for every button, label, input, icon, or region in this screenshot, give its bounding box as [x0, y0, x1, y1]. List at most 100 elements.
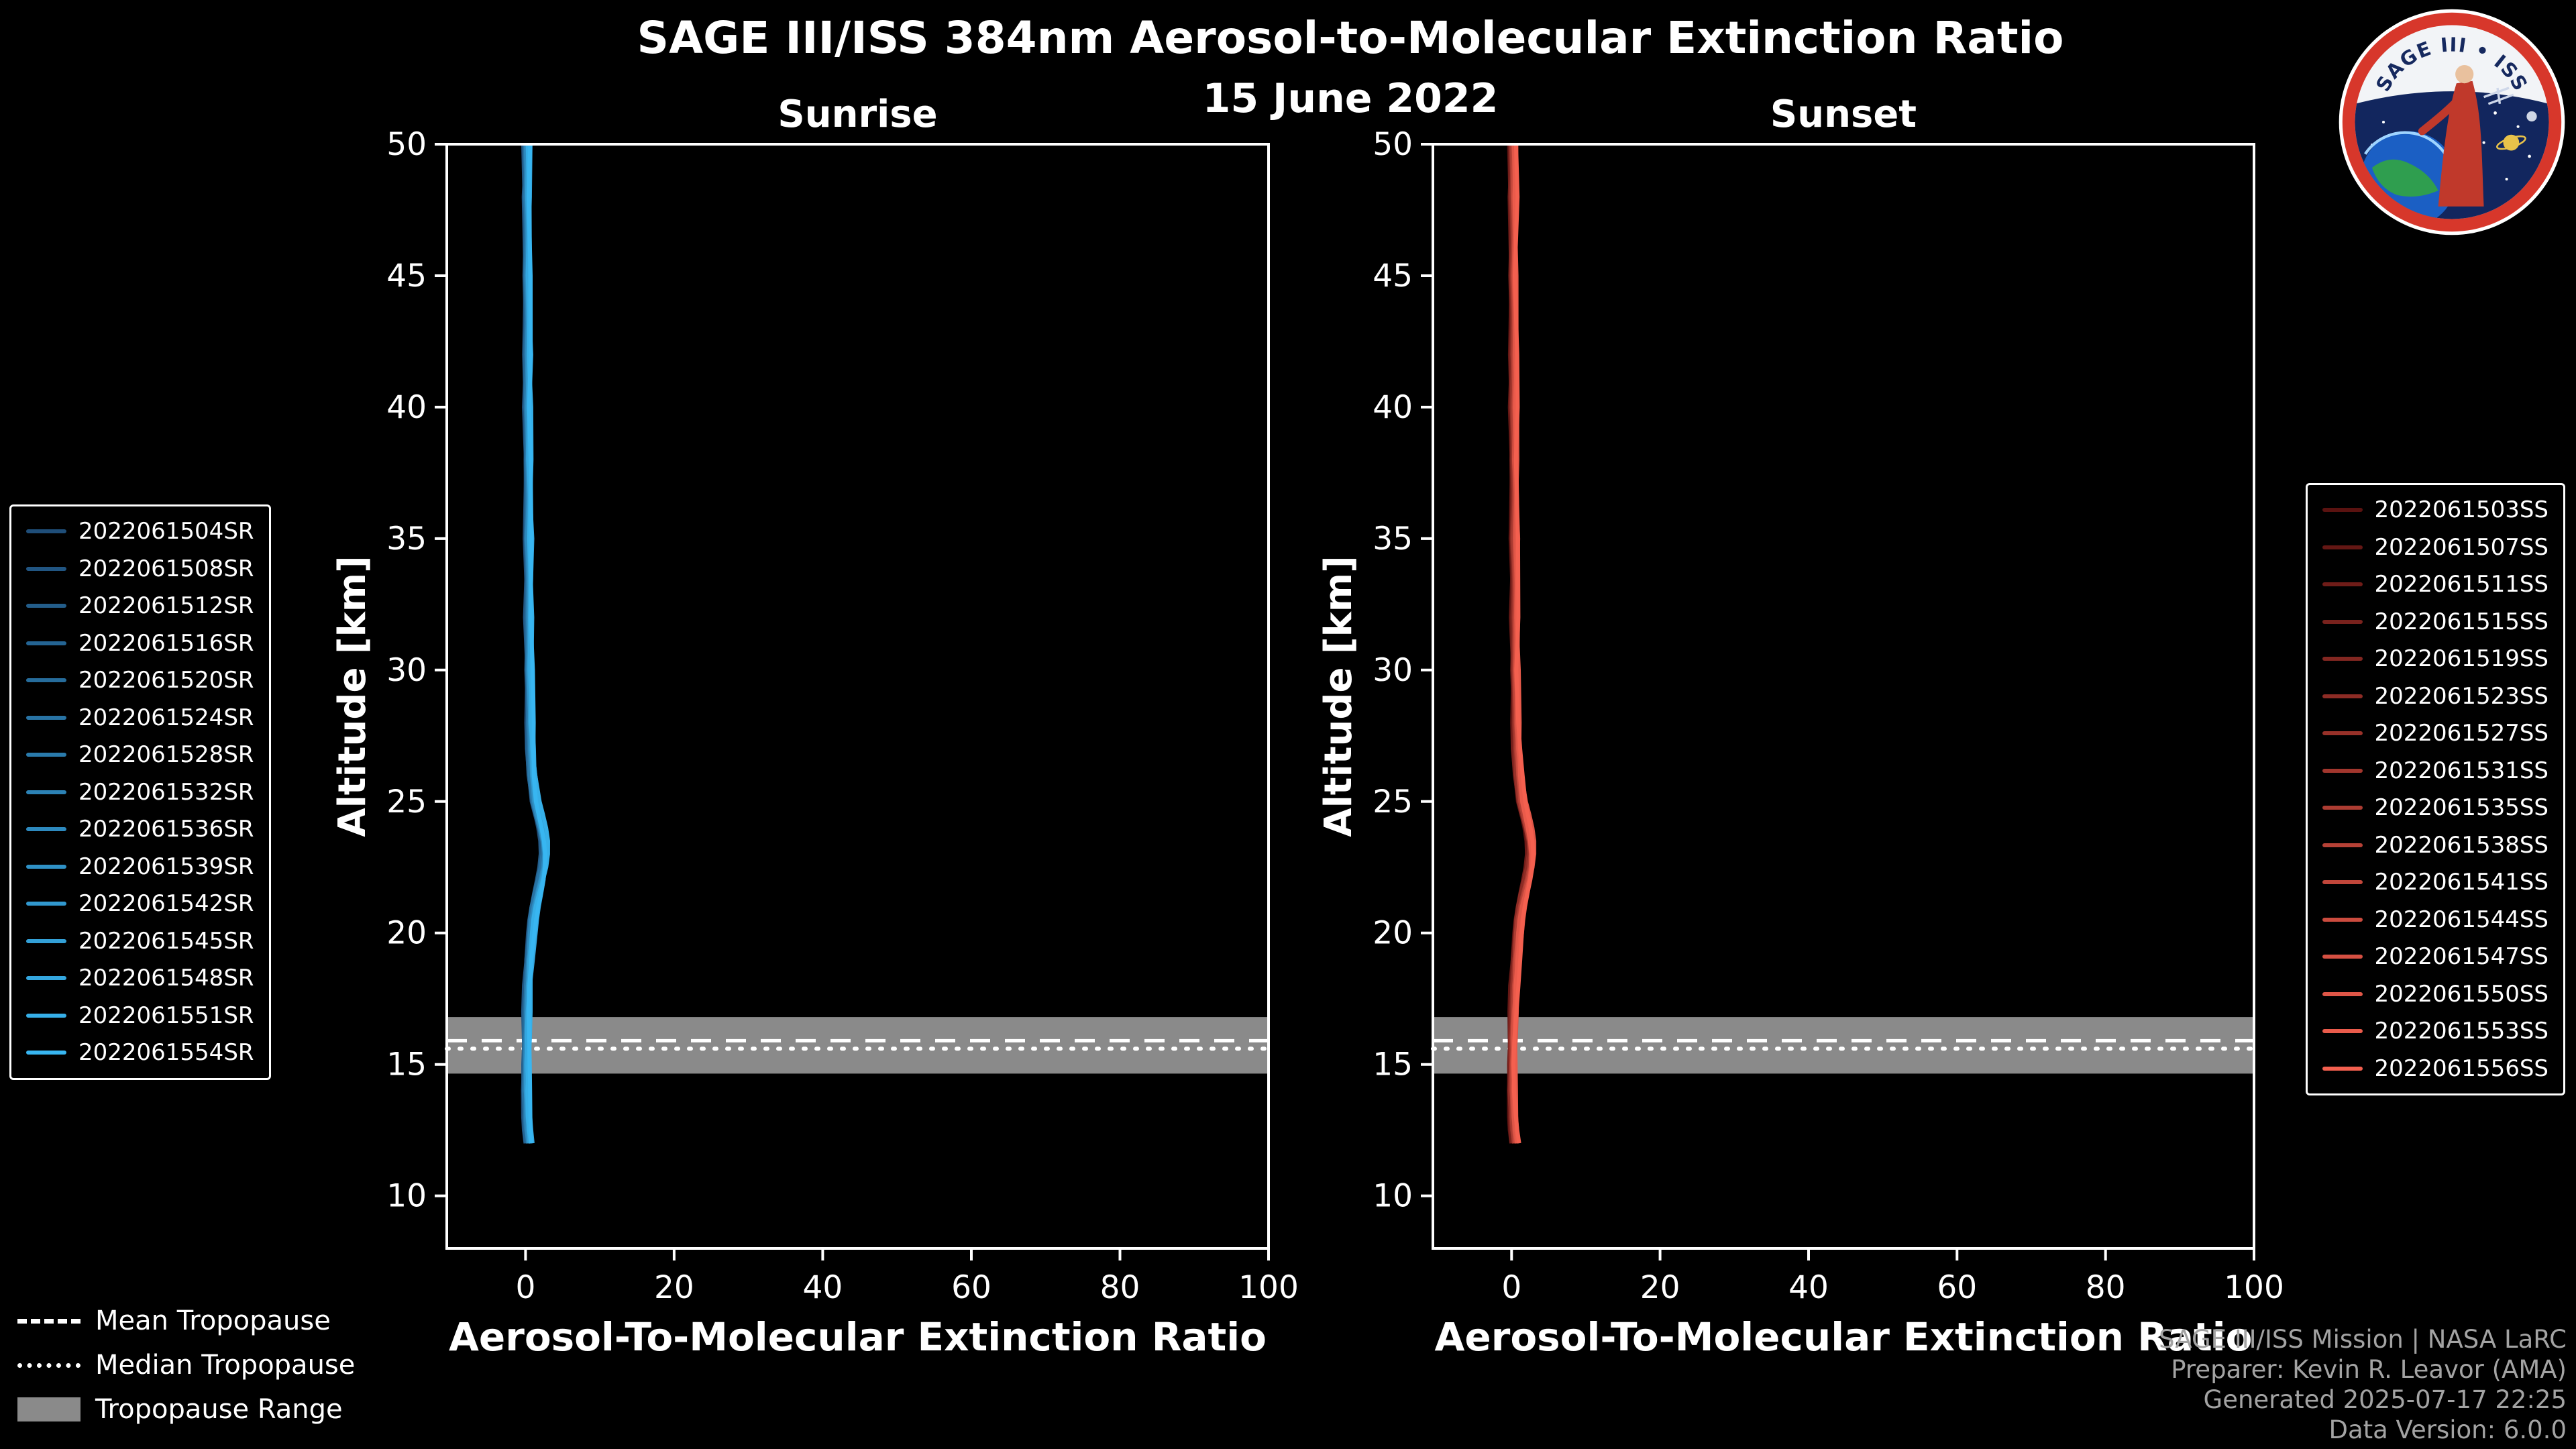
legend-item: 2022061544SS: [2322, 906, 2548, 934]
tropopause-range-band: [447, 1017, 1269, 1074]
legend-line-swatch: [26, 566, 66, 571]
legend-item: 2022061542SR: [26, 890, 254, 918]
y-tick-label: 25: [1373, 784, 1413, 820]
legend-label: 2022061528SR: [78, 741, 254, 768]
tropopause-range-label: Tropopause Range: [95, 1394, 343, 1425]
legend-label: 2022061504SR: [78, 518, 254, 545]
legend-item: 2022061512SR: [26, 592, 254, 621]
y-tick-label: 35: [386, 521, 427, 557]
legend-item: 2022061511SS: [2322, 570, 2548, 599]
legend-line-swatch: [26, 976, 66, 981]
y-tick-label: 45: [1373, 258, 1413, 294]
legend-line-swatch: [2322, 619, 2363, 624]
legend-item: 2022061531SS: [2322, 757, 2548, 786]
legend-label: 2022061511SS: [2374, 571, 2548, 598]
mean-tropopause-label: Mean Tropopause: [95, 1305, 331, 1336]
legend-item: 2022061508SR: [26, 555, 254, 584]
y-tick-label: 20: [1373, 915, 1413, 952]
legend-line-swatch: [2322, 694, 2363, 698]
legend-line-swatch: [26, 604, 66, 608]
y-tick-label: 40: [1373, 389, 1413, 426]
legend-line-swatch: [2322, 806, 2363, 810]
legend-line-swatch: [26, 864, 66, 869]
y-tick-label: 30: [386, 652, 427, 689]
logo-figure-arm: [2418, 97, 2461, 136]
legend-item: 2022061515SS: [2322, 608, 2548, 637]
legend-item: 2022061507SS: [2322, 533, 2548, 562]
legend-line-swatch: [2322, 1029, 2363, 1034]
legend-line-swatch: [2322, 582, 2363, 587]
figure-date: 15 June 2022: [1202, 75, 1499, 122]
legend-line-swatch: [2322, 508, 2363, 513]
tropopause-range-band: [1433, 1017, 2254, 1074]
y-tick-label: 10: [1373, 1178, 1413, 1215]
logo-moon: [2526, 111, 2537, 122]
y-tick-label: 15: [1373, 1046, 1413, 1083]
legend-item: 2022061523SS: [2322, 682, 2548, 711]
legend-line-swatch: [2322, 880, 2363, 885]
legend-item: 2022061503SS: [2322, 496, 2548, 525]
legend-item: 2022061551SR: [26, 1002, 254, 1030]
x-tick-label: 60: [1937, 1269, 1977, 1306]
legend-line-swatch: [2322, 731, 2363, 736]
logo-iss: [2483, 87, 2514, 105]
credits-block: SAGE III/ISS Mission | NASA LaRC Prepare…: [2159, 1324, 2567, 1446]
legend-line-swatch: [2322, 991, 2363, 996]
legend-label: 2022061512SR: [78, 592, 254, 619]
legend-label: 2022061516SR: [78, 629, 254, 657]
credits-generated: Generated 2025-07-17 22:25: [2203, 1385, 2567, 1414]
panel-subtitle: Sunset: [1770, 93, 1917, 136]
y-tick-label: 30: [1373, 652, 1413, 689]
logo-planet-ring: [2496, 135, 2526, 150]
x-tick-label: 80: [2086, 1269, 2126, 1306]
legend-line-swatch: [2322, 657, 2363, 661]
legend-line-swatch: [2322, 843, 2363, 847]
legend-item: 2022061548SR: [26, 964, 254, 993]
y-tick-label: 10: [386, 1178, 427, 1215]
legend-label: 2022061515SS: [2374, 608, 2548, 635]
panel-subtitle: Sunrise: [777, 93, 937, 136]
profile-line-2022061556SS: [1511, 144, 1536, 1144]
x-axis-label: Aerosol-To-Molecular Extinction Ratio: [449, 1314, 1267, 1360]
legend-label: 2022061538SS: [2374, 831, 2548, 859]
legend-item: 2022061516SR: [26, 629, 254, 658]
tropopause-range-legend-row: Tropopause Range: [17, 1394, 355, 1425]
legend-item: 2022061504SR: [26, 517, 254, 546]
y-axis-label: Altitude [km]: [331, 555, 374, 837]
plot-frame: [445, 143, 1270, 1250]
legend-label: 2022061536SR: [78, 816, 254, 843]
figure-title: SAGE III/ISS 384nm Aerosol-to-Molecular …: [637, 12, 2064, 64]
legend-line-swatch: [26, 827, 66, 832]
legend-label: 2022061541SS: [2374, 869, 2548, 896]
legend-item: 2022061524SR: [26, 704, 254, 733]
median-tropopause-line-sample: [17, 1362, 80, 1368]
legend-item: 2022061547SS: [2322, 943, 2548, 971]
legend-item: 2022061556SS: [2322, 1055, 2548, 1083]
legend-label: 2022061531SS: [2374, 757, 2548, 784]
legend-item: 2022061541SS: [2322, 868, 2548, 897]
legend-line-swatch: [2322, 917, 2363, 922]
credits-preparer: Preparer: Kevin R. Leavor (AMA): [2171, 1354, 2567, 1384]
legend-item: 2022061519SS: [2322, 645, 2548, 674]
legend-item: 2022061554SR: [26, 1038, 254, 1067]
x-tick-label: 20: [1640, 1269, 1680, 1306]
legend-label: 2022061519SS: [2374, 645, 2548, 672]
x-tick-label: 40: [802, 1269, 843, 1306]
y-tick-label: 50: [1373, 126, 1413, 163]
legend-line-swatch: [26, 529, 66, 534]
y-tick-label: 50: [386, 126, 427, 163]
logo-earth-land: [2372, 159, 2438, 197]
legend-item: 2022061527SS: [2322, 719, 2548, 748]
legend-sunrise: 2022061504SR 2022061508SR 2022061512SR 2022…: [9, 504, 271, 1080]
legend-label: 2022061544SS: [2374, 906, 2548, 933]
legend-item: 2022061536SR: [26, 815, 254, 844]
tropopause-legend: Mean Tropopause Median Tropopause Tropop…: [17, 1305, 355, 1425]
legend-line-swatch: [26, 902, 66, 906]
y-tick-label: 15: [386, 1046, 427, 1083]
legend-label: 2022061508SR: [78, 555, 254, 582]
legend-label: 2022061503SS: [2374, 496, 2548, 523]
x-axis-label: Aerosol-To-Molecular Extinction Ratio: [1434, 1314, 2252, 1360]
legend-label: 2022061551SR: [78, 1002, 254, 1029]
legend-item: 2022061528SR: [26, 741, 254, 769]
